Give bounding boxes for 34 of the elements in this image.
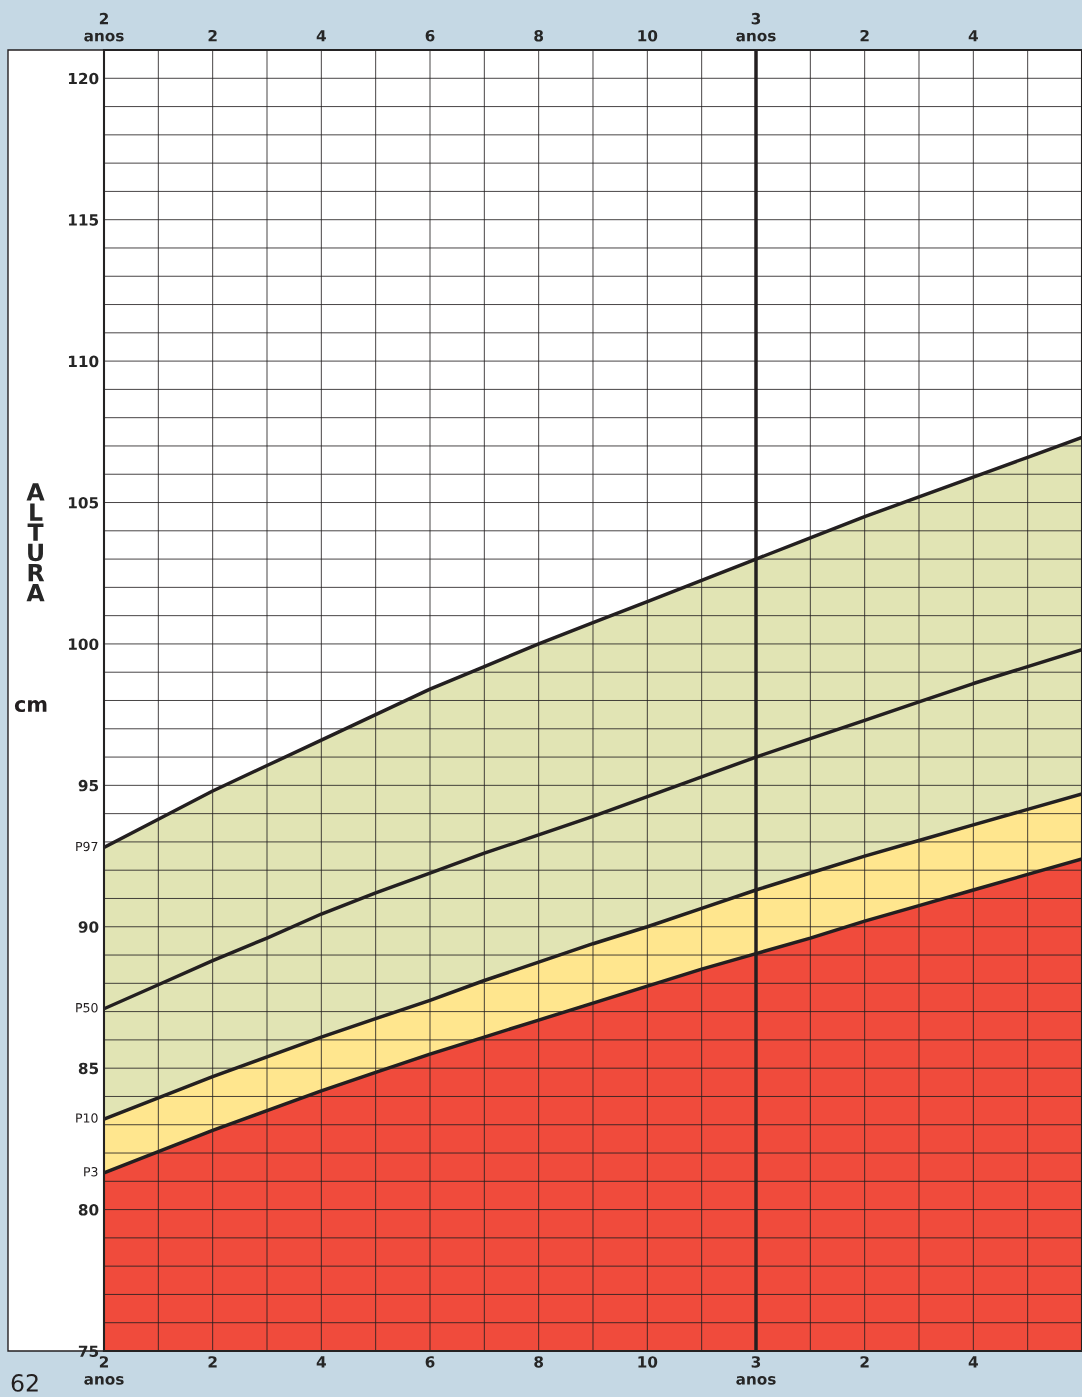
x-tick-label: 4 xyxy=(968,1356,978,1368)
series-label: P10 xyxy=(76,1113,98,1123)
category-label: 2 anos xyxy=(84,12,124,42)
y-tick-label: 120 xyxy=(68,72,99,85)
x-tick-label: 3 anos xyxy=(736,1356,776,1385)
y-tick-label: 115 xyxy=(68,214,99,226)
y-tick-label: 80 xyxy=(78,1204,99,1216)
x-tick-label: 2 xyxy=(860,1356,869,1368)
y-tick-label: 100 xyxy=(68,638,99,650)
x-tick-label: 10 xyxy=(638,1356,658,1368)
y-axis-title: ALTURA xyxy=(26,483,45,602)
y-tick-label: 110 xyxy=(68,355,99,368)
text: 3 anos xyxy=(736,12,776,42)
category-label: 4 xyxy=(316,30,326,42)
x-tick-label: 2 xyxy=(208,1356,217,1368)
text: 62 xyxy=(11,1373,38,1392)
x-tick-label: 2 anos xyxy=(84,1356,124,1385)
category-label: 6 xyxy=(425,29,435,42)
category-label: 8 xyxy=(534,29,544,42)
x-tick-label: 6 xyxy=(425,1356,435,1368)
series-label: P97 xyxy=(76,841,98,852)
y-tick-label: 105 xyxy=(68,496,99,509)
text: cm xyxy=(14,700,47,713)
x-tick-label: 8 xyxy=(534,1356,544,1368)
series-label: P3 xyxy=(84,1166,98,1177)
y-tick-label: 85 xyxy=(78,1062,99,1075)
series-label: P50 xyxy=(76,1002,98,1013)
category-label: 2 xyxy=(860,29,869,42)
category-label: 2 xyxy=(208,29,217,42)
y-tick-label: 95 xyxy=(78,779,99,792)
category-label: 4 xyxy=(968,30,978,42)
x-tick-label: 4 xyxy=(316,1356,326,1368)
y-tick-label: 90 xyxy=(78,921,99,933)
category-label: 10 xyxy=(638,29,658,42)
